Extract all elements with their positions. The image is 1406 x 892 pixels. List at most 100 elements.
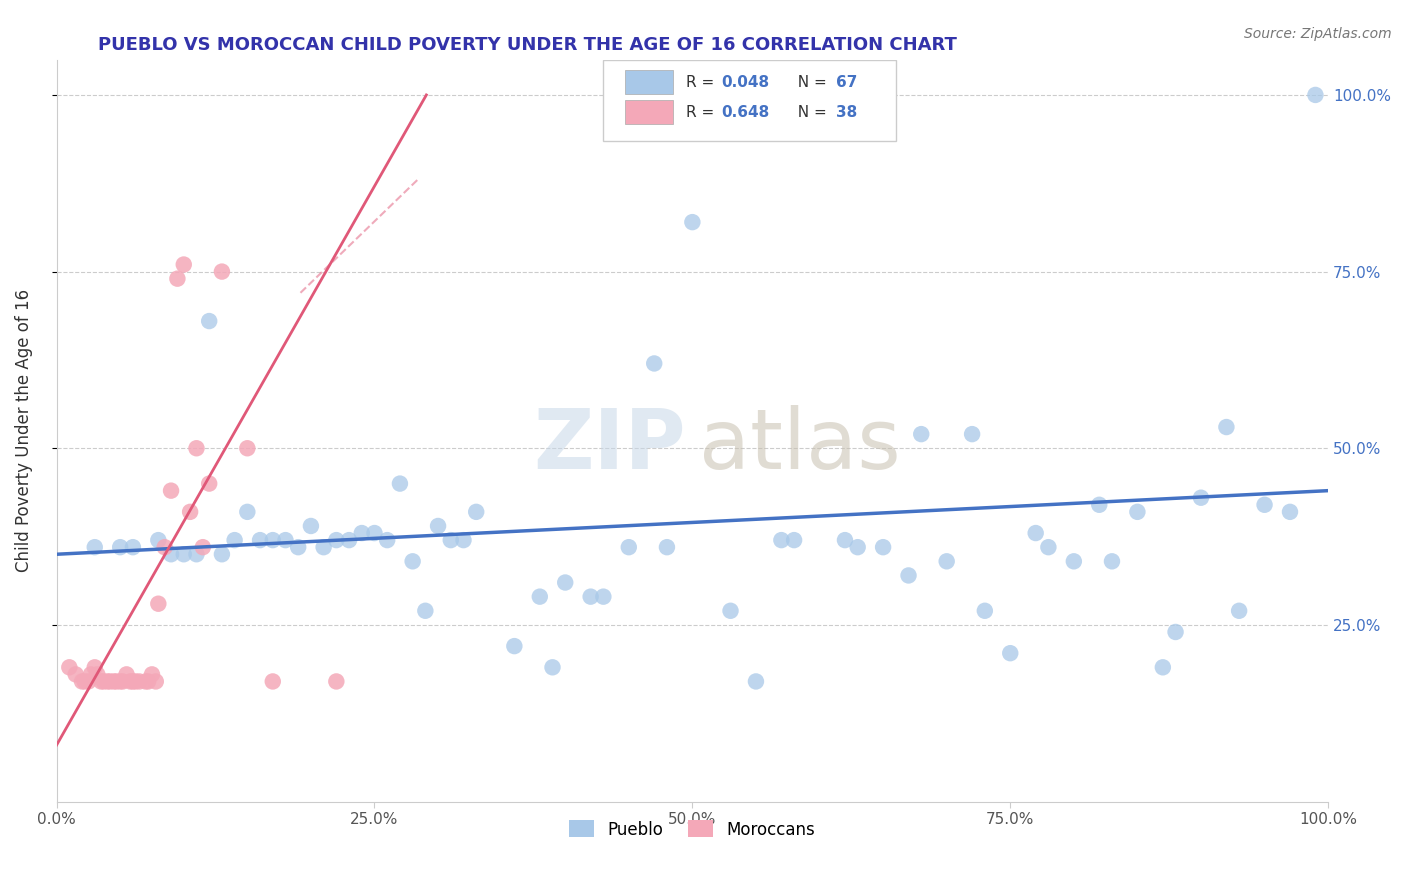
- Point: [128, 674, 150, 689]
- Point: [1038, 540, 1060, 554]
- Point: [103, 674, 125, 689]
- Point: [643, 356, 665, 370]
- Point: [299, 519, 322, 533]
- Point: [211, 547, 233, 561]
- Point: [96, 674, 118, 689]
- Point: [160, 547, 183, 561]
- Bar: [626, 70, 673, 95]
- Point: [83, 540, 105, 554]
- Text: 67: 67: [837, 75, 858, 90]
- Point: [135, 674, 157, 689]
- FancyBboxPatch shape: [603, 60, 896, 141]
- Point: [617, 540, 640, 554]
- Point: [77, 674, 100, 689]
- Point: [350, 526, 373, 541]
- Point: [198, 314, 221, 328]
- Point: [325, 533, 347, 548]
- Point: [148, 597, 170, 611]
- Point: [375, 533, 398, 548]
- Point: [1000, 646, 1022, 660]
- Point: [160, 483, 183, 498]
- Text: 0.048: 0.048: [721, 75, 769, 90]
- Point: [655, 540, 678, 554]
- Point: [935, 554, 957, 568]
- Point: [65, 667, 87, 681]
- Point: [579, 590, 602, 604]
- Point: [529, 590, 551, 604]
- Point: [236, 505, 259, 519]
- Point: [83, 660, 105, 674]
- Point: [401, 554, 423, 568]
- Point: [262, 533, 284, 548]
- Point: [105, 674, 128, 689]
- Point: [1189, 491, 1212, 505]
- Point: [249, 533, 271, 548]
- Point: [720, 604, 742, 618]
- Point: [592, 590, 614, 604]
- Point: [120, 674, 142, 689]
- Point: [80, 667, 103, 681]
- Text: R =: R =: [686, 75, 718, 90]
- Point: [745, 674, 768, 689]
- Point: [166, 271, 188, 285]
- Point: [148, 533, 170, 548]
- Text: atlas: atlas: [699, 405, 900, 486]
- Point: [1227, 604, 1250, 618]
- Point: [973, 604, 995, 618]
- Point: [897, 568, 920, 582]
- Point: [191, 540, 214, 554]
- Point: [1305, 87, 1327, 102]
- Point: [1088, 498, 1111, 512]
- Point: [872, 540, 894, 554]
- Point: [153, 540, 176, 554]
- Point: [122, 540, 145, 554]
- Point: [90, 674, 112, 689]
- Point: [910, 427, 932, 442]
- Point: [415, 604, 437, 618]
- Text: N =: N =: [787, 75, 831, 90]
- Point: [173, 258, 195, 272]
- Point: [1152, 660, 1174, 674]
- Point: [503, 639, 526, 653]
- Point: [541, 660, 564, 674]
- Point: [834, 533, 856, 548]
- Point: [262, 674, 284, 689]
- Point: [115, 667, 138, 681]
- Point: [70, 674, 93, 689]
- Point: [73, 674, 96, 689]
- Point: [1278, 505, 1301, 519]
- Point: [141, 667, 163, 681]
- Point: [681, 215, 703, 229]
- Point: [98, 674, 121, 689]
- Bar: [626, 100, 673, 124]
- Legend: Pueblo, Moroccans: Pueblo, Moroccans: [562, 814, 823, 846]
- Point: [145, 674, 167, 689]
- Point: [58, 660, 80, 674]
- Point: [86, 667, 108, 681]
- Point: [1253, 498, 1275, 512]
- Point: [198, 476, 221, 491]
- Point: [363, 526, 385, 541]
- Text: ZIP: ZIP: [533, 405, 686, 486]
- Point: [108, 540, 131, 554]
- Point: [224, 533, 246, 548]
- Point: [136, 674, 159, 689]
- Text: 0.648: 0.648: [721, 104, 770, 120]
- Point: [108, 674, 131, 689]
- Point: [122, 674, 145, 689]
- Text: PUEBLO VS MOROCCAN CHILD POVERTY UNDER THE AGE OF 16 CORRELATION CHART: PUEBLO VS MOROCCAN CHILD POVERTY UNDER T…: [98, 36, 957, 54]
- Point: [93, 674, 115, 689]
- Point: [186, 442, 208, 456]
- Point: [287, 540, 309, 554]
- Point: [846, 540, 869, 554]
- Point: [312, 540, 335, 554]
- Point: [453, 533, 475, 548]
- Point: [325, 674, 347, 689]
- Point: [465, 505, 488, 519]
- Point: [124, 674, 146, 689]
- Text: 38: 38: [837, 104, 858, 120]
- Point: [236, 442, 259, 456]
- Point: [1025, 526, 1047, 541]
- Point: [440, 533, 463, 548]
- Point: [1101, 554, 1123, 568]
